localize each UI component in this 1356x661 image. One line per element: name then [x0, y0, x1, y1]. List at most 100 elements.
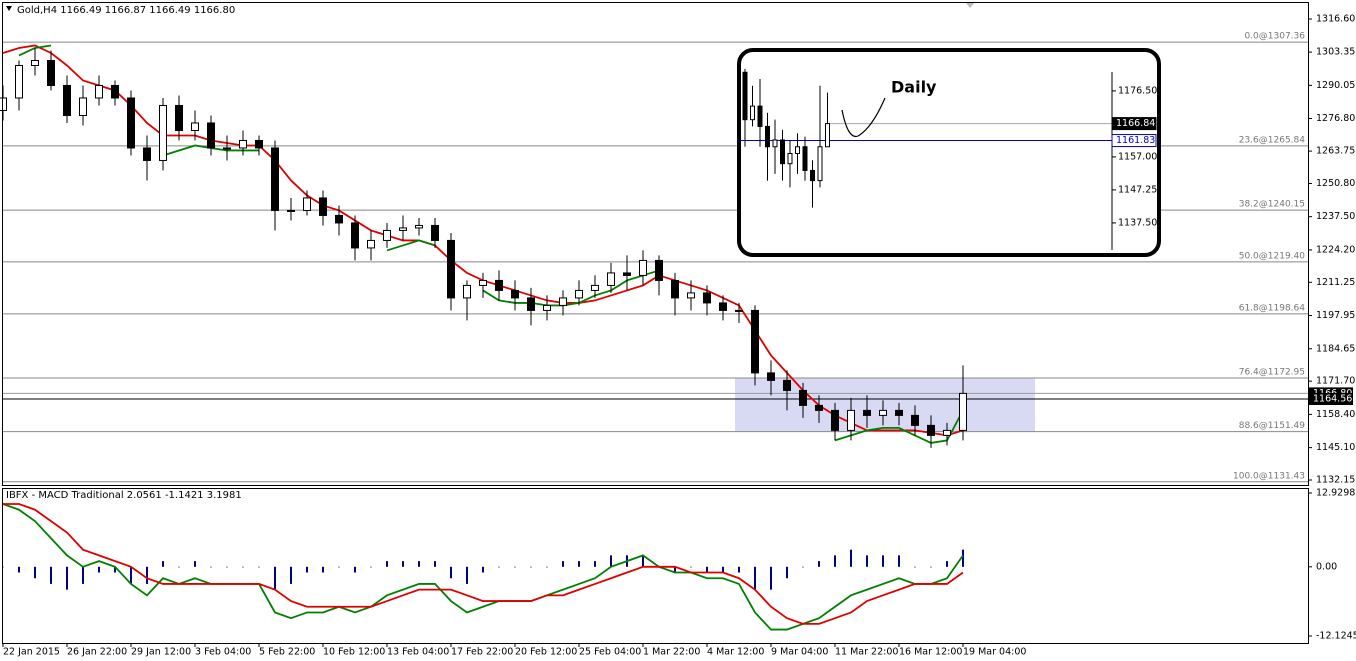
inset-price-label: 1161.83: [1116, 135, 1155, 146]
macd-bar: [754, 566, 756, 590]
candle-body: [495, 279, 503, 291]
candle-body: [383, 229, 391, 241]
candle-body: [799, 389, 807, 406]
macd-bar: [930, 566, 932, 568]
fib-label: 0.0@1307.36: [1244, 32, 1305, 42]
macd-bar: [818, 561, 820, 567]
candle-body: [447, 239, 455, 299]
y-tick-label: 1145.10: [1316, 442, 1355, 453]
y-tick-label: 1224.20: [1316, 244, 1355, 255]
candle-body: [175, 104, 183, 131]
candle-body: [0, 97, 7, 111]
y-tick-label: 1158.40: [1316, 409, 1355, 420]
macd-bar: [834, 555, 836, 567]
x-tick-label: 22 Jan 2015: [3, 647, 60, 658]
candle-body: [742, 71, 748, 121]
macd-bar: [690, 566, 692, 568]
candle-body: [527, 297, 535, 311]
candle-body: [831, 409, 839, 431]
candle-body: [825, 123, 830, 148]
candle-body: [767, 372, 775, 381]
candle-body: [575, 289, 583, 299]
candle-body: [159, 104, 167, 161]
candle-body: [783, 379, 791, 391]
macd-bar: [370, 566, 372, 568]
candle-body: [639, 259, 647, 276]
candle-body: [111, 84, 119, 99]
candle-body: [943, 429, 951, 436]
candle-body: [863, 409, 871, 416]
fib-label: 100.0@1131.43: [1233, 471, 1305, 481]
y-tick-label: 1276.80: [1316, 113, 1355, 124]
macd-bar: [850, 549, 852, 567]
macd-bar: [418, 561, 420, 567]
macd-bar: [66, 566, 68, 590]
candle-body: [335, 214, 343, 224]
inset-tick-label: 1147.25: [1118, 184, 1157, 195]
x-tick-label: 5 Feb 22:00: [259, 647, 315, 658]
inset-price-box: [1111, 117, 1157, 131]
x-tick-label: 9 Mar 04:00: [771, 647, 828, 658]
candle-body: [31, 59, 39, 66]
x-tick-label: 11 Mar 22:00: [835, 647, 898, 658]
chart-title: Gold,H4 1166.49 1166.87 1166.49 1166.80: [17, 5, 235, 16]
macd-bar: [802, 566, 804, 568]
y-tick-label: 1237.50: [1316, 211, 1355, 222]
plot-layer: 0.0@1307.36 23.6@1265.84 38.2@1240.15 50.0@…: [0, 13, 1356, 658]
macd-bar: [146, 566, 148, 584]
candle-body: [303, 197, 311, 211]
macd-bar: [530, 566, 532, 568]
macd-bar: [290, 566, 292, 584]
fib-label: 61.8@1198.64: [1239, 303, 1306, 313]
x-tick-label: 3 Feb 04:00: [195, 647, 251, 658]
candle-body: [815, 404, 823, 411]
candle-body: [127, 97, 135, 149]
macd-title: IBFX - MACD Traditional 2.0561 -1.1421 3…: [6, 490, 242, 501]
macd-bar: [594, 561, 596, 567]
candle-body: [895, 409, 903, 416]
y-tick-label: 1303.35: [1316, 47, 1355, 58]
macd-bar: [738, 566, 740, 573]
y-tick-label: 1290.05: [1316, 80, 1355, 91]
candle-body: [802, 146, 808, 171]
candle-body: [847, 409, 855, 431]
macd-bar: [770, 566, 772, 590]
y-tick-label: -12.1245: [1316, 631, 1356, 642]
y-tick-label: 1316.60: [1316, 13, 1355, 24]
macd-bar: [354, 566, 356, 573]
y-tick-label: 1197.95: [1316, 310, 1355, 321]
y-tick-label: 1184.65: [1316, 343, 1355, 354]
candle-body: [735, 309, 743, 312]
macd-bar: [562, 561, 564, 567]
macd-bar: [114, 566, 116, 573]
y-tick-label: 0.00: [1316, 561, 1337, 572]
macd-bar: [578, 561, 580, 567]
price-box: [1309, 392, 1353, 405]
candle-body: [207, 122, 215, 149]
inset-arrow: [841, 97, 886, 138]
macd-bar: [34, 566, 36, 579]
macd-bar: [498, 566, 500, 568]
macd-bar: [642, 555, 644, 567]
macd-bar: [674, 566, 676, 573]
macd-bar: [898, 555, 900, 567]
macd-bar: [338, 566, 340, 568]
candle-body: [795, 146, 800, 155]
macd-bar: [882, 555, 884, 567]
x-tick-label: 25 Feb 04:00: [579, 647, 641, 658]
candle-body: [271, 147, 279, 211]
macd-bar: [866, 555, 868, 567]
candle-body: [671, 279, 679, 299]
fib-label: 76.4@1172.95: [1239, 368, 1305, 378]
candle-body: [787, 153, 793, 165]
candle-body: [319, 197, 327, 216]
candle-body: [223, 147, 231, 150]
macd-bar: [386, 561, 388, 567]
candle-body: [911, 414, 919, 426]
candle-body: [143, 147, 151, 161]
macd-bar: [274, 566, 276, 590]
menu-arrow: [6, 6, 12, 11]
fib-label: 38.2@1240.15: [1239, 200, 1305, 210]
candle-body: [191, 122, 199, 131]
candle-body: [255, 139, 263, 149]
